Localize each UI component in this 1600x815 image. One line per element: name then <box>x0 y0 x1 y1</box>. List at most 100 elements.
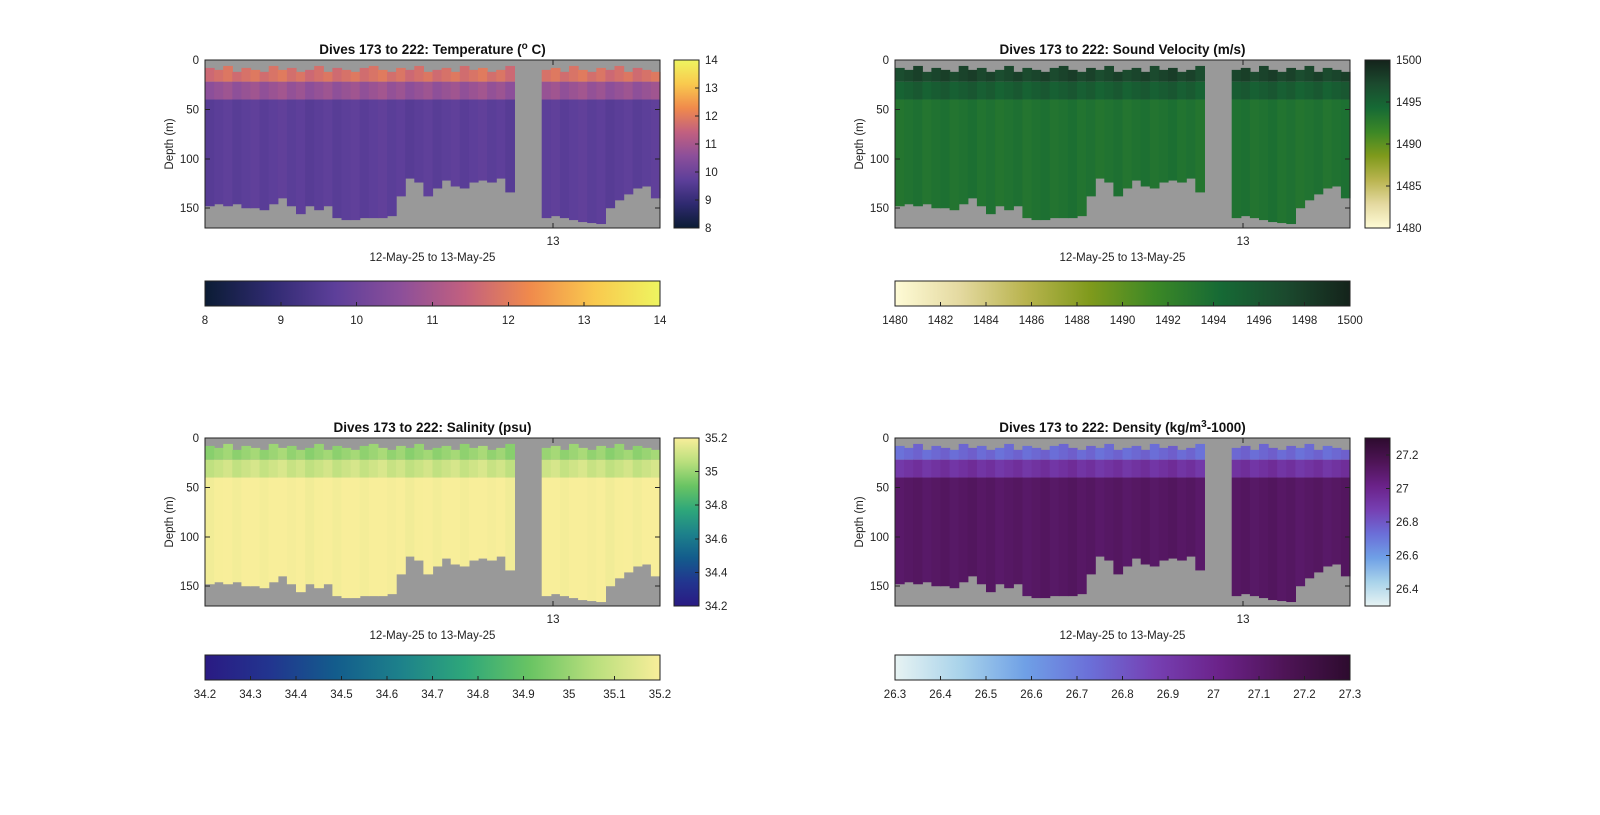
transition-cell <box>396 459 406 478</box>
surface-cell <box>1304 65 1315 82</box>
surface-cell <box>1040 71 1051 82</box>
y-tick-label: 150 <box>870 581 889 593</box>
colorbar-vertical <box>1364 59 1391 229</box>
deep-cell <box>995 99 1005 207</box>
transition-cell <box>922 459 932 478</box>
colorbar-tick-label: 34.3 <box>239 689 261 701</box>
surface-cell <box>569 443 579 460</box>
deep-cell <box>1195 477 1205 571</box>
transition-cell <box>904 459 914 478</box>
deep-cell <box>1067 99 1078 219</box>
colorbar-tick-label: 26.3 <box>884 689 906 701</box>
deep-cell <box>1240 477 1251 595</box>
deep-cell <box>1131 477 1142 559</box>
transition-cell <box>368 459 379 478</box>
transition-cell <box>205 459 215 478</box>
x-tick-label: 13 <box>547 236 560 248</box>
surface-cell <box>1195 65 1205 82</box>
deep-cell <box>1031 99 1042 221</box>
surface-cell <box>1122 447 1133 460</box>
deep-cell <box>596 99 606 225</box>
surface-cell <box>250 447 261 460</box>
deep-cell <box>478 477 488 559</box>
deep-cell <box>641 477 652 565</box>
surface-cell <box>578 69 588 82</box>
transition-cell <box>505 81 515 100</box>
surface-cell <box>305 69 315 82</box>
transition-cell <box>1095 81 1105 100</box>
transition-cell <box>1331 459 1342 478</box>
surface-cell <box>1240 445 1251 460</box>
transition-cell <box>1231 81 1242 100</box>
colorbar-tick-label: 27 <box>1396 483 1409 495</box>
deep-cell <box>623 99 634 195</box>
transition-cell <box>332 81 343 100</box>
colorbar-horizontal <box>894 280 1351 307</box>
deep-cell <box>1077 99 1087 217</box>
surface-cell <box>605 69 616 82</box>
surface-cell <box>1177 71 1187 82</box>
surface-cell <box>913 443 923 460</box>
transition-cell <box>468 459 479 478</box>
surface-cell <box>1104 65 1114 82</box>
deep-cell <box>277 477 288 577</box>
surface-cell <box>614 65 625 82</box>
surface-cell <box>641 69 652 82</box>
transition-cell <box>940 459 951 478</box>
surface-cell <box>641 447 652 460</box>
deep-cell <box>541 99 552 219</box>
colorbar-tick-label: 1486 <box>1019 315 1045 327</box>
surface-cell <box>1031 69 1042 82</box>
surface-cell <box>605 447 616 460</box>
surface-cell <box>341 69 352 82</box>
surface-cell <box>1077 449 1087 460</box>
colorbar-tick-label: 27.2 <box>1396 450 1418 462</box>
deep-cell <box>967 99 978 199</box>
colorbar-tick-label: 1494 <box>1201 315 1227 327</box>
colorbar-tick-label: 1485 <box>1396 181 1422 193</box>
surface-cell <box>1140 449 1151 460</box>
y-tick-label: 50 <box>876 482 889 494</box>
deep-cell <box>1331 99 1342 187</box>
deep-cell <box>541 477 552 597</box>
transition-cell <box>1140 81 1151 100</box>
transition-cell <box>1058 459 1069 478</box>
colorbar-vertical <box>1364 437 1391 607</box>
axes-box <box>204 59 661 229</box>
transition-cell <box>468 81 479 100</box>
deep-cell <box>1149 477 1160 567</box>
colorbar-tick-label: 34.8 <box>705 500 727 512</box>
surface-cell <box>1168 445 1178 460</box>
transition-cell <box>1286 81 1296 100</box>
transition-cell <box>223 81 233 100</box>
surface-cell <box>1177 449 1187 460</box>
colorbar-tick-label: 10 <box>705 167 718 179</box>
surface-cell <box>350 449 361 460</box>
surface-cell <box>1322 445 1333 460</box>
surface-cell <box>323 71 333 82</box>
surface-cell <box>1095 447 1105 460</box>
surface-cell <box>1286 445 1296 460</box>
deep-cell <box>650 99 661 199</box>
transition-cell <box>605 81 616 100</box>
transition-cell <box>432 459 443 478</box>
transition-cell <box>268 459 279 478</box>
transition-cell <box>1322 81 1333 100</box>
deep-cell <box>1067 477 1078 597</box>
surface-cell <box>359 67 370 82</box>
deep-cell <box>1149 99 1160 189</box>
surface-cell <box>1149 443 1160 460</box>
colorbar-tick-label: 34.2 <box>194 689 216 701</box>
surface-cell <box>1049 445 1060 460</box>
deep-cell <box>1077 477 1087 595</box>
surface-cell <box>341 447 352 460</box>
deep-cell <box>241 99 252 209</box>
transition-cell <box>976 81 987 100</box>
colorbar-tick-label: 14 <box>705 55 718 67</box>
colorbar-tick-label: 26.7 <box>1066 689 1088 701</box>
colorbar-tick-label: 1482 <box>928 315 954 327</box>
colorbar-tick-label: 26.8 <box>1111 689 1133 701</box>
deep-cell <box>314 477 324 589</box>
surface-cell <box>405 69 415 82</box>
deep-cell <box>305 99 315 207</box>
